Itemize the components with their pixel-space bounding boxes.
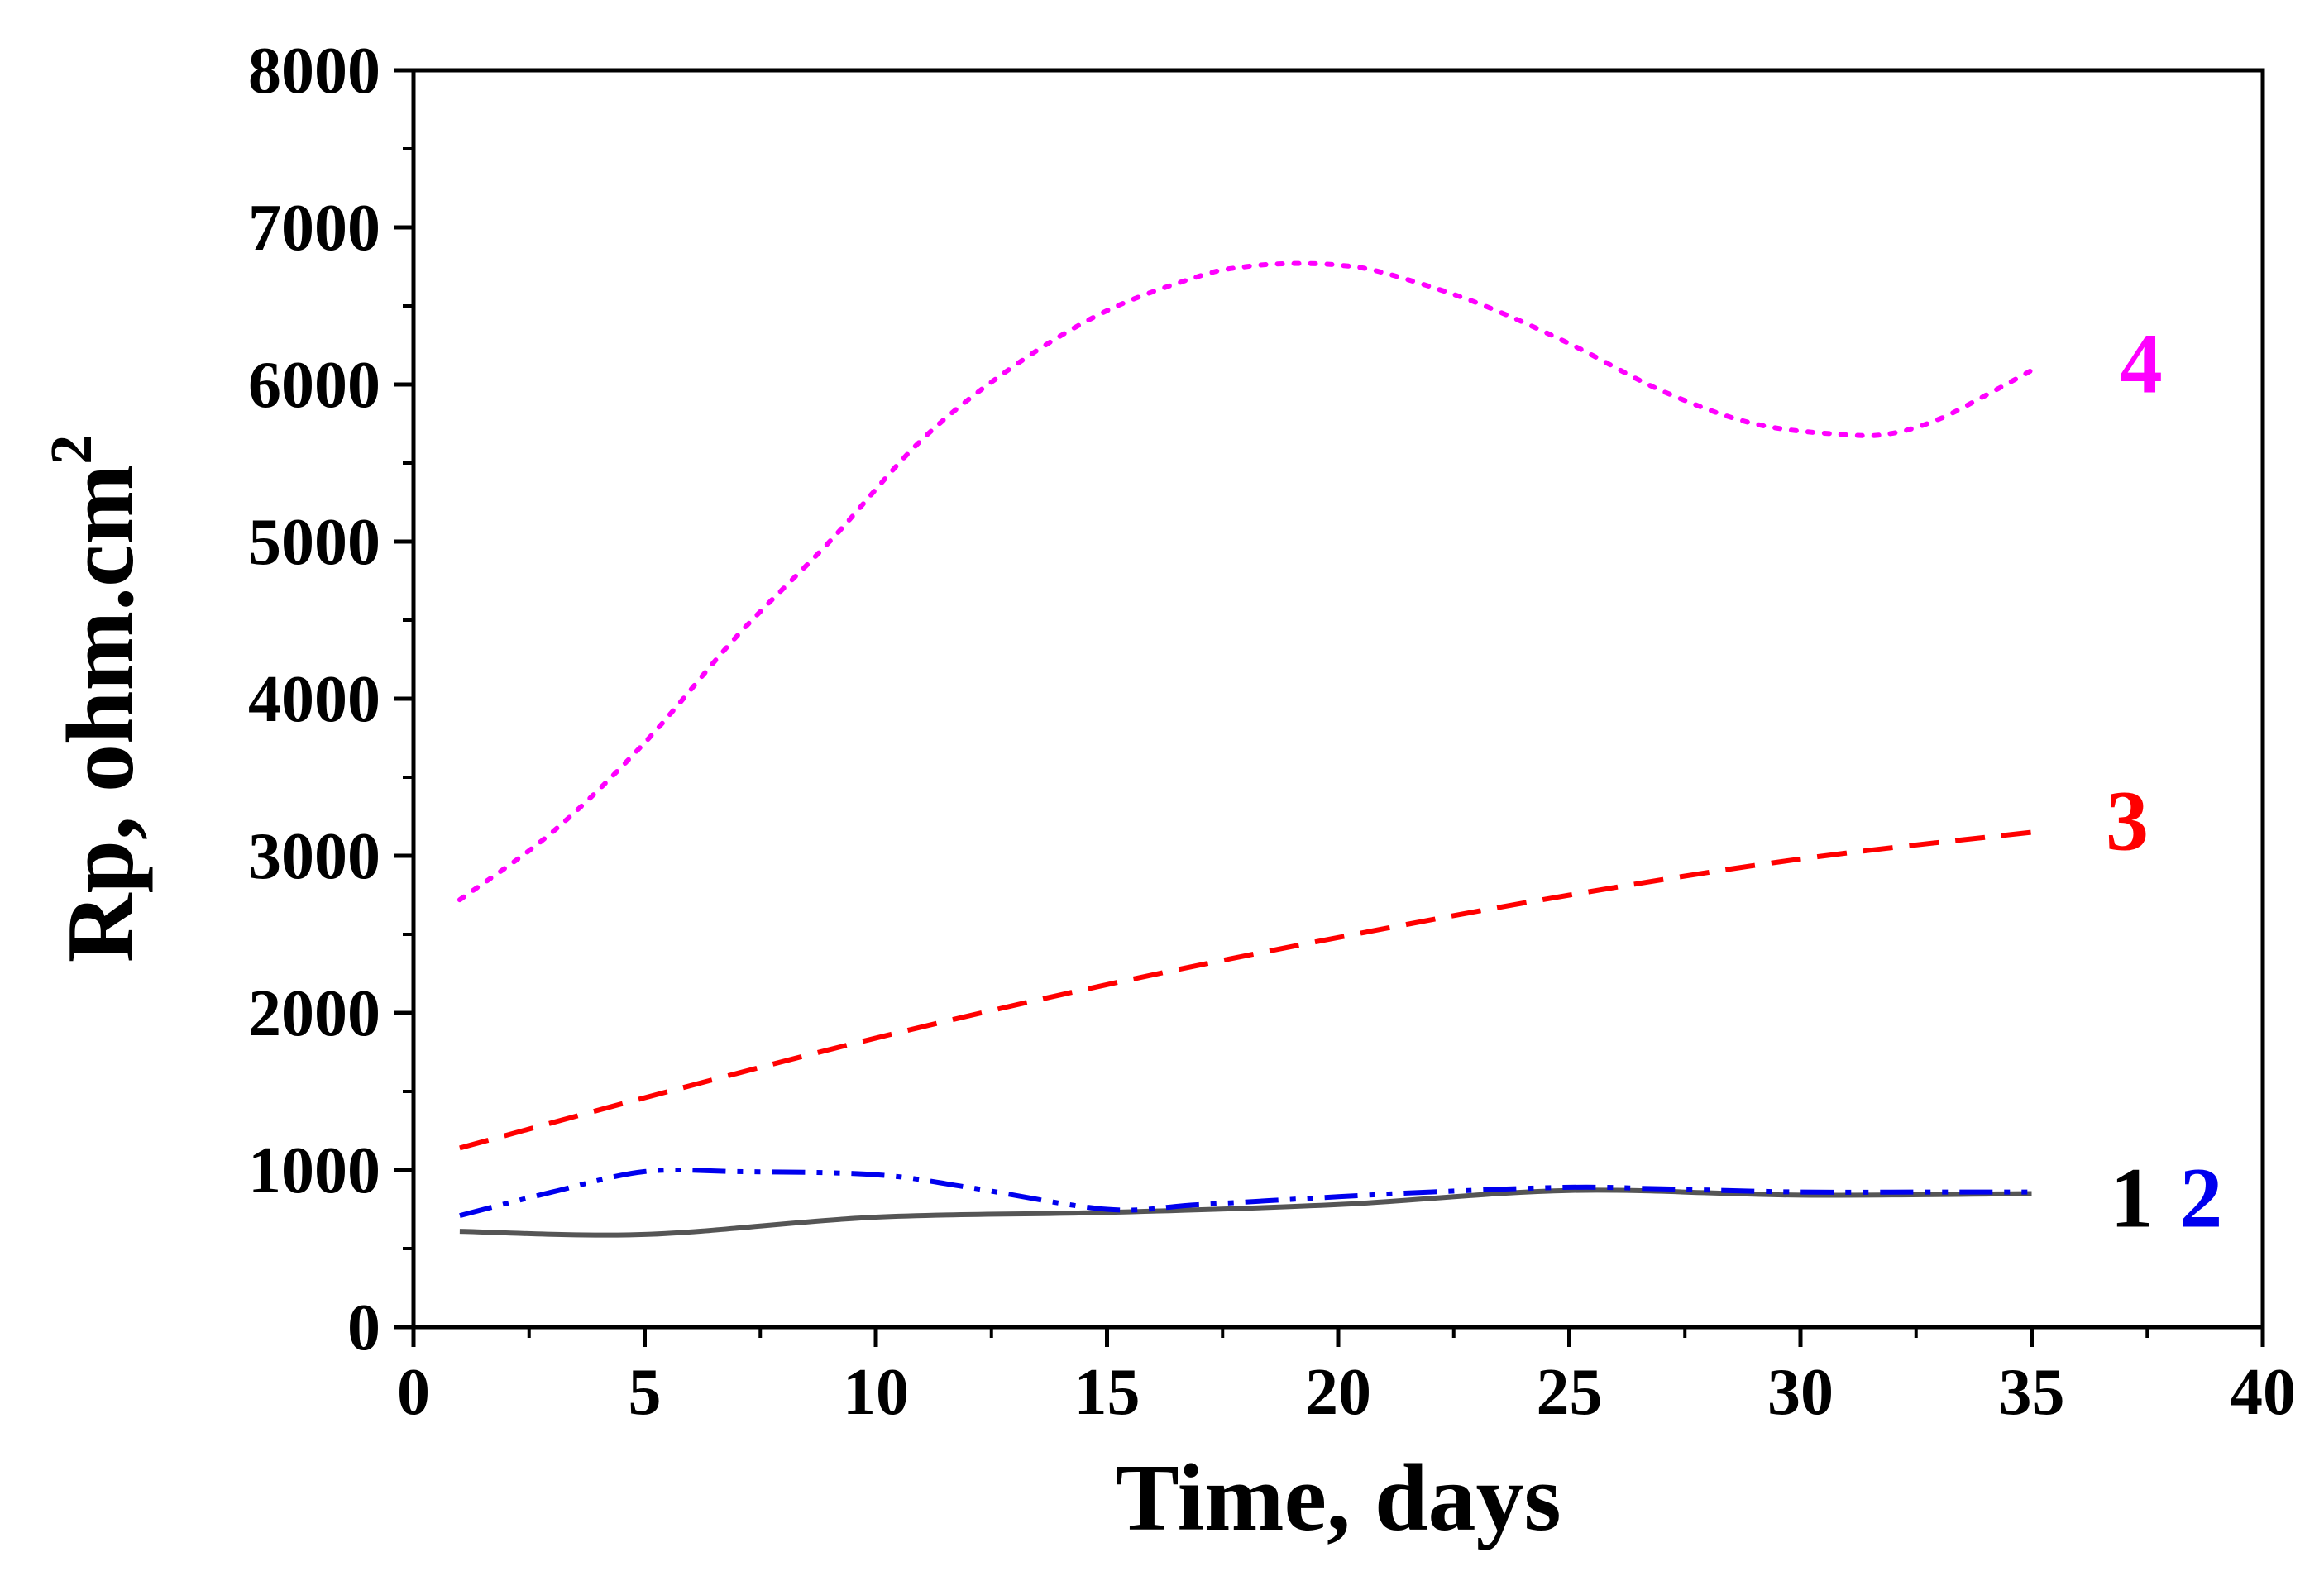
y-axis-title: Rp, ohm.cm2 (38, 435, 154, 963)
y-axis-title-main: Rp, ohm.cm (48, 465, 154, 963)
plot-frame (411, 68, 2265, 1330)
x-tick-label: 40 (2230, 1356, 2296, 1429)
y-tick-label: 3000 (248, 820, 380, 893)
y-tick-label: 6000 (248, 349, 380, 422)
x-axis-title: Time, days (1115, 1445, 1561, 1551)
series-line-1 (459, 1187, 2032, 1238)
curve-labels: 1 2 3 4 (2106, 316, 2222, 1245)
series-group (457, 260, 2035, 1238)
x-tick-label: 20 (1305, 1356, 1371, 1429)
y-tick-label: 8000 (248, 35, 380, 107)
axis-ticks (394, 68, 2265, 1347)
y-tick-label: 0 (347, 1292, 380, 1364)
series-line-4 (457, 260, 2035, 903)
x-tick-label: 15 (1074, 1356, 1140, 1429)
x-tick-label: 35 (1999, 1356, 2065, 1429)
x-tick-label: 30 (1767, 1356, 1834, 1429)
curve-label-3: 3 (2106, 773, 2149, 868)
x-tick-label: 5 (629, 1356, 662, 1429)
y-tick-label: 5000 (248, 506, 380, 579)
series-line-3 (459, 829, 2032, 1151)
x-tick-label: 0 (397, 1356, 430, 1429)
x-tick-label: 10 (843, 1356, 909, 1429)
y-tick-label: 2000 (248, 977, 380, 1050)
curve-label-4: 4 (2120, 316, 2163, 411)
y-tick-label: 7000 (248, 192, 380, 265)
y-tick-label: 4000 (248, 663, 380, 736)
y-tick-label: 1000 (248, 1134, 380, 1207)
axis-tick-labels: 0 5 10 15 20 25 30 35 40 0 1000 2000 3000 4000 5000 600… (248, 35, 2296, 1429)
curve-label-2: 2 (2179, 1150, 2222, 1245)
y-axis-title-superscript: 2 (38, 435, 104, 465)
curve-label-1: 1 (2111, 1150, 2154, 1245)
x-tick-label: 25 (1537, 1356, 1603, 1429)
